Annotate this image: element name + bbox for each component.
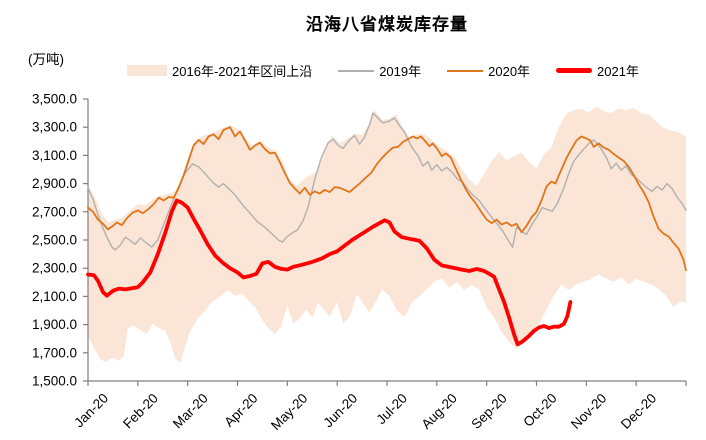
x-tick-label: Feb-20 — [120, 391, 161, 432]
x-tick-label: Jul-20 — [374, 391, 411, 428]
legend-label-2019: 2019年 — [379, 64, 422, 79]
x-tick-label: Jun-20 — [320, 391, 360, 431]
y-tick-label: 1,700.0 — [32, 345, 77, 360]
x-tick-label: Aug-20 — [419, 391, 460, 432]
y-axis-unit-label: (万吨) — [28, 52, 64, 67]
y-tick-label: 3,500.0 — [32, 92, 77, 107]
band-swatch-icon — [127, 65, 168, 76]
range-band-area — [88, 106, 686, 363]
y-tick-label: 2,300.0 — [32, 261, 77, 276]
y-tick-label: 3,100.0 — [32, 148, 77, 163]
x-tick-label: May-20 — [268, 391, 310, 433]
legend-item-2019: 2019年 — [338, 61, 421, 80]
legend-label-band: 2016年-2021年区间上沿 — [172, 64, 313, 79]
y-tick-label: 2,500.0 — [32, 233, 77, 248]
series-line-2021 — [86, 198, 573, 347]
y-tick-label: 3,300.0 — [32, 120, 77, 135]
legend-item-2020: 2020年 — [447, 61, 530, 80]
chart-title: 沿海八省煤炭库存量 — [306, 15, 468, 34]
x-tick-label: Jan-20 — [71, 391, 111, 431]
x-tick-label: Oct-20 — [520, 391, 559, 430]
x-tick-label: Sep-20 — [468, 391, 509, 432]
x-tick-label: Apr-20 — [221, 391, 260, 430]
legend-label-2021: 2021年 — [597, 64, 639, 79]
legend-item-band: 2016年-2021年区间上沿 — [127, 61, 312, 80]
y-tick-label: 1,900.0 — [32, 317, 77, 332]
line-swatch-2019-icon — [338, 69, 375, 72]
x-tick-label: Mar-20 — [170, 391, 211, 432]
line-swatch-2020-icon — [447, 69, 484, 72]
chart-legend: 2016年-2021年区间上沿 2019年 2020年 2021年 — [60, 61, 706, 80]
line-swatch-2021-icon — [556, 68, 593, 73]
y-tick-label: 2,100.0 — [32, 289, 77, 304]
y-tick-label: 2,900.0 — [32, 176, 77, 191]
legend-item-2021: 2021年 — [556, 61, 639, 80]
y-tick-label: 2,700.0 — [32, 204, 77, 219]
y-tick-label: 1,500.0 — [32, 374, 77, 389]
series-line-2020 — [87, 126, 687, 272]
x-tick-label: Dec-20 — [618, 391, 659, 432]
legend-label-2020: 2020年 — [488, 64, 531, 79]
x-tick-label: Nov-20 — [568, 391, 609, 432]
